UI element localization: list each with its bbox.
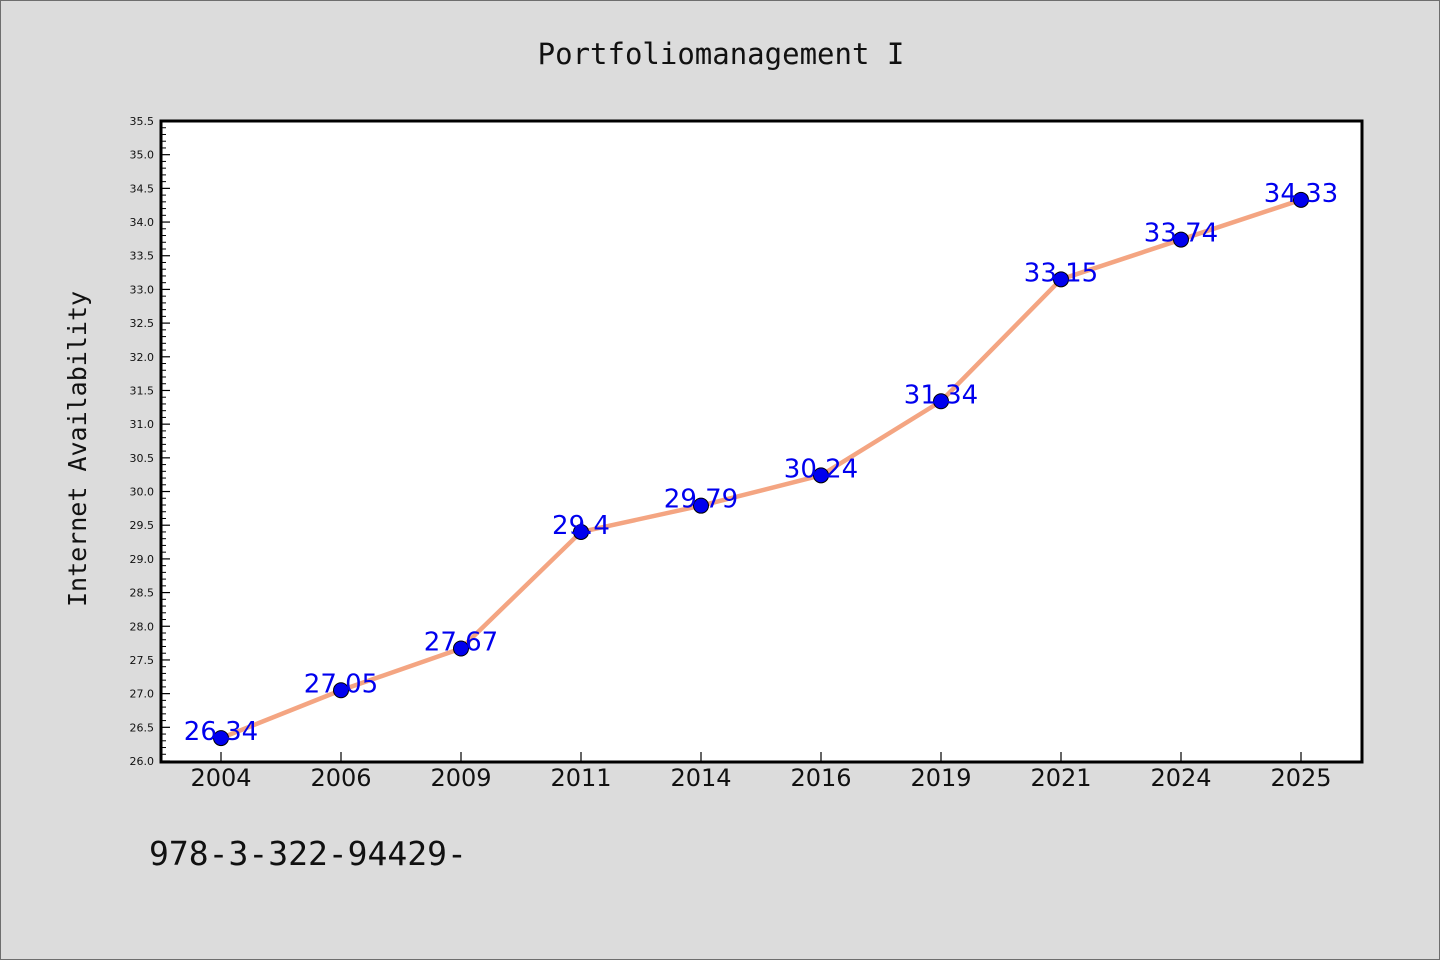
series-layer xyxy=(218,197,1304,741)
data-point-label: 33.74 xyxy=(1144,219,1218,249)
y-tick-label: 26.0 xyxy=(130,755,155,768)
data-point-label: 27.05 xyxy=(304,669,378,699)
y-tick-label: 34.0 xyxy=(130,216,155,229)
x-tick-label: 2009 xyxy=(430,764,491,792)
y-tick-label: 27.0 xyxy=(130,688,155,701)
y-tick-label: 35.0 xyxy=(130,149,155,162)
x-tick-label: 2014 xyxy=(670,764,731,792)
y-tick-label: 30.5 xyxy=(130,452,155,465)
x-tick-label: 2019 xyxy=(910,764,971,792)
y-tick-label: 29.0 xyxy=(130,553,155,566)
data-point-label: 34.33 xyxy=(1264,179,1338,209)
y-tick-label: 33.5 xyxy=(130,250,155,263)
y-tick-label: 30.0 xyxy=(130,486,155,499)
marker-layer xyxy=(213,191,1309,747)
chart-title: Portfoliomanagement I xyxy=(538,37,905,71)
data-point-marker xyxy=(813,467,829,484)
x-tick-label: 2024 xyxy=(1150,764,1211,792)
data-point-marker xyxy=(1293,191,1309,208)
data-point-label: 29.79 xyxy=(664,485,738,515)
x-tick-label: 2025 xyxy=(1270,764,1331,792)
y-tick-label: 31.0 xyxy=(130,418,155,431)
data-point-marker xyxy=(1173,231,1189,248)
y-tick-label: 34.5 xyxy=(130,182,155,195)
isbn-footer: 978-3-322-94429- xyxy=(149,834,467,873)
data-label-layer: 26.34 27.05 27.67 29.4 29.79 30.24 31.34 33.15 3… xyxy=(184,179,1338,747)
y-tick-label: 26.5 xyxy=(130,721,155,734)
y-tick-label: 28.5 xyxy=(130,587,155,600)
y-axis-label: Internet Availability xyxy=(63,291,92,607)
data-point-marker xyxy=(453,640,469,657)
y-tick-label: 29.5 xyxy=(130,519,155,532)
data-point-label: 27.67 xyxy=(424,627,498,657)
y-tick-label: 35.5 xyxy=(130,115,155,128)
series-line xyxy=(218,197,1304,741)
data-point-label: 29.4 xyxy=(552,511,610,541)
data-point-marker xyxy=(213,730,229,747)
x-tick-label: 2021 xyxy=(1030,764,1091,792)
y-tick-label: 31.5 xyxy=(130,384,155,397)
y-tick-label: 32.5 xyxy=(130,317,155,330)
y-tick-label: 33.0 xyxy=(130,283,155,296)
x-tick-label: 2016 xyxy=(790,764,851,792)
x-tick-label: 2004 xyxy=(190,764,251,792)
data-point-marker xyxy=(693,497,709,514)
y-tick-label: 27.5 xyxy=(130,654,155,667)
y-tick-label: 32.0 xyxy=(130,351,155,364)
data-point-label: 26.34 xyxy=(184,717,258,747)
data-point-marker xyxy=(1053,271,1069,288)
data-point-marker xyxy=(333,682,349,699)
y-axis: 26.0 26.5 27.0 27.5 28.0 28.5 29.0 29.5 30.0 30.5… xyxy=(130,115,170,768)
x-tick-label: 2011 xyxy=(550,764,611,792)
data-point-label: 33.15 xyxy=(1024,258,1098,288)
x-tick-label: 2006 xyxy=(310,764,371,792)
data-point-marker xyxy=(933,393,949,410)
data-point-label: 30.24 xyxy=(784,454,858,484)
y-tick-label: 28.0 xyxy=(130,620,155,633)
data-point-label: 31.34 xyxy=(904,380,978,410)
data-point-marker xyxy=(573,523,589,540)
plot-area xyxy=(159,119,1364,764)
x-axis: 2004 2006 2009 2011 2014 2016 2019 2021 2024 2025 xyxy=(190,752,1332,792)
